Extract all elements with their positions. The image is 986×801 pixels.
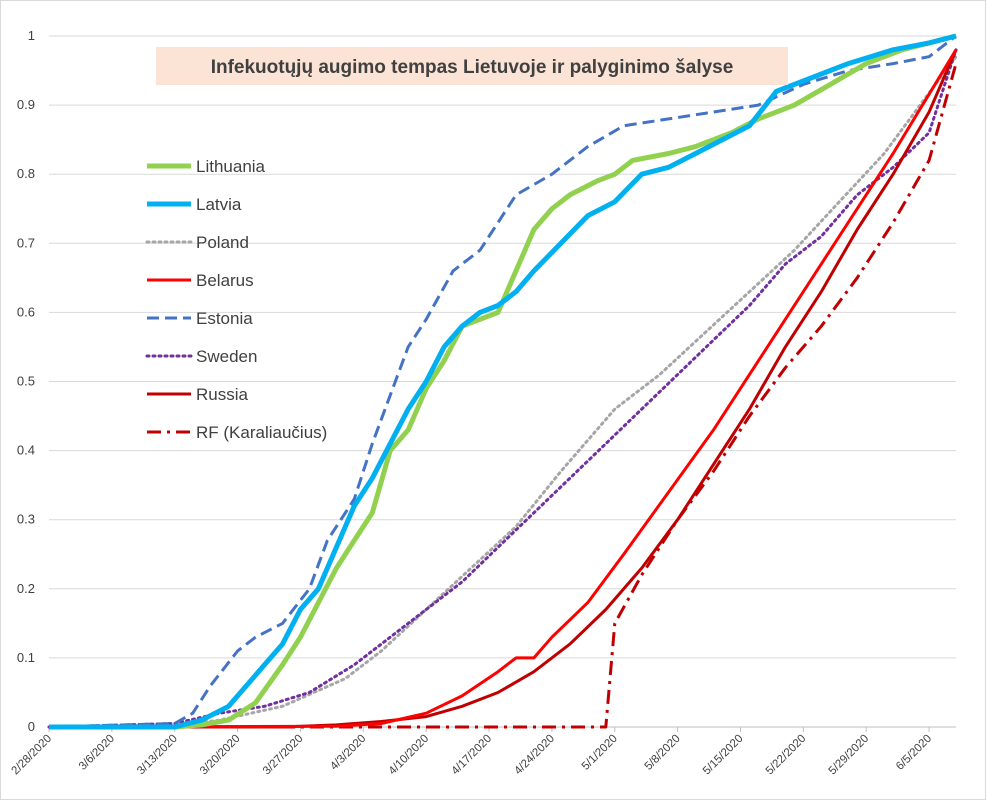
y-tick-label: 0 [28, 719, 35, 734]
gridlines [49, 35, 956, 728]
x-tick-label: 5/29/2020 [827, 733, 872, 778]
y-tick-label: 1 [28, 28, 35, 43]
legend-label: Russia [196, 385, 249, 404]
x-tick-label: 2/28/2020 [9, 733, 54, 778]
series-line-sweden [47, 48, 958, 729]
legend-label: Lithuania [196, 157, 266, 176]
y-axis-ticks: 0 0.1 0.2 0.3 0.4 0.5 0.6 0.7 0.8 0.9 1 [17, 28, 35, 734]
y-tick-label: 0.2 [17, 581, 35, 596]
series-line-rf-karaliau-ius [49, 63, 958, 729]
y-tick-label: 0.4 [17, 443, 35, 458]
x-tick-label: 4/10/2020 [387, 733, 432, 778]
series-layer [47, 33, 958, 730]
y-tick-label: 0.9 [17, 97, 35, 112]
legend-label: Belarus [196, 271, 254, 290]
chart-title: Infekuotųjų augimo tempas Lietuvoje ir p… [156, 47, 788, 85]
x-tick-label: 3/6/2020 [77, 733, 117, 773]
x-tick-label: 3/20/2020 [198, 733, 243, 778]
legend-label: Estonia [196, 309, 253, 328]
x-tick-label: 4/3/2020 [328, 733, 368, 773]
legend-label: RF (Karaliaučius) [196, 423, 327, 442]
series-line-belarus [48, 49, 958, 729]
x-tick-label: 5/15/2020 [701, 733, 746, 778]
x-tick-label: 3/27/2020 [261, 733, 306, 778]
x-tick-label: 5/8/2020 [643, 733, 683, 773]
x-tick-label: 5/1/2020 [580, 733, 620, 773]
x-axis-ticks: 2/28/2020 3/6/2020 3/13/2020 3/20/2020 3/27/… [9, 727, 934, 777]
y-tick-label: 0.1 [17, 650, 35, 665]
series-line-estonia [48, 34, 957, 729]
x-tick-label: 6/5/2020 [894, 733, 934, 773]
x-tick-label: 4/24/2020 [512, 733, 557, 778]
x-tick-label: 4/17/2020 [449, 733, 494, 778]
legend-label: Sweden [196, 347, 257, 366]
y-tick-label: 0.8 [17, 166, 35, 181]
y-tick-label: 0.6 [17, 304, 35, 319]
chart-title-background [156, 47, 788, 85]
chart-title-text: Infekuotųjų augimo tempas Lietuvoje ir p… [211, 57, 734, 78]
y-tick-label: 0.5 [17, 374, 35, 389]
series-line-latvia [49, 33, 957, 730]
x-tick-label: 5/22/2020 [764, 733, 809, 778]
y-tick-label: 0.3 [17, 512, 35, 527]
legend-label: Poland [196, 233, 249, 252]
y-tick-label: 0.7 [17, 235, 35, 250]
series-line-russia [49, 49, 958, 729]
legend-label: Latvia [196, 195, 242, 214]
series-line-poland [47, 55, 958, 729]
legend: Lithuania Latvia Poland Belarus Estonia Swede… [145, 157, 327, 442]
x-tick-label: 3/13/2020 [135, 733, 180, 778]
